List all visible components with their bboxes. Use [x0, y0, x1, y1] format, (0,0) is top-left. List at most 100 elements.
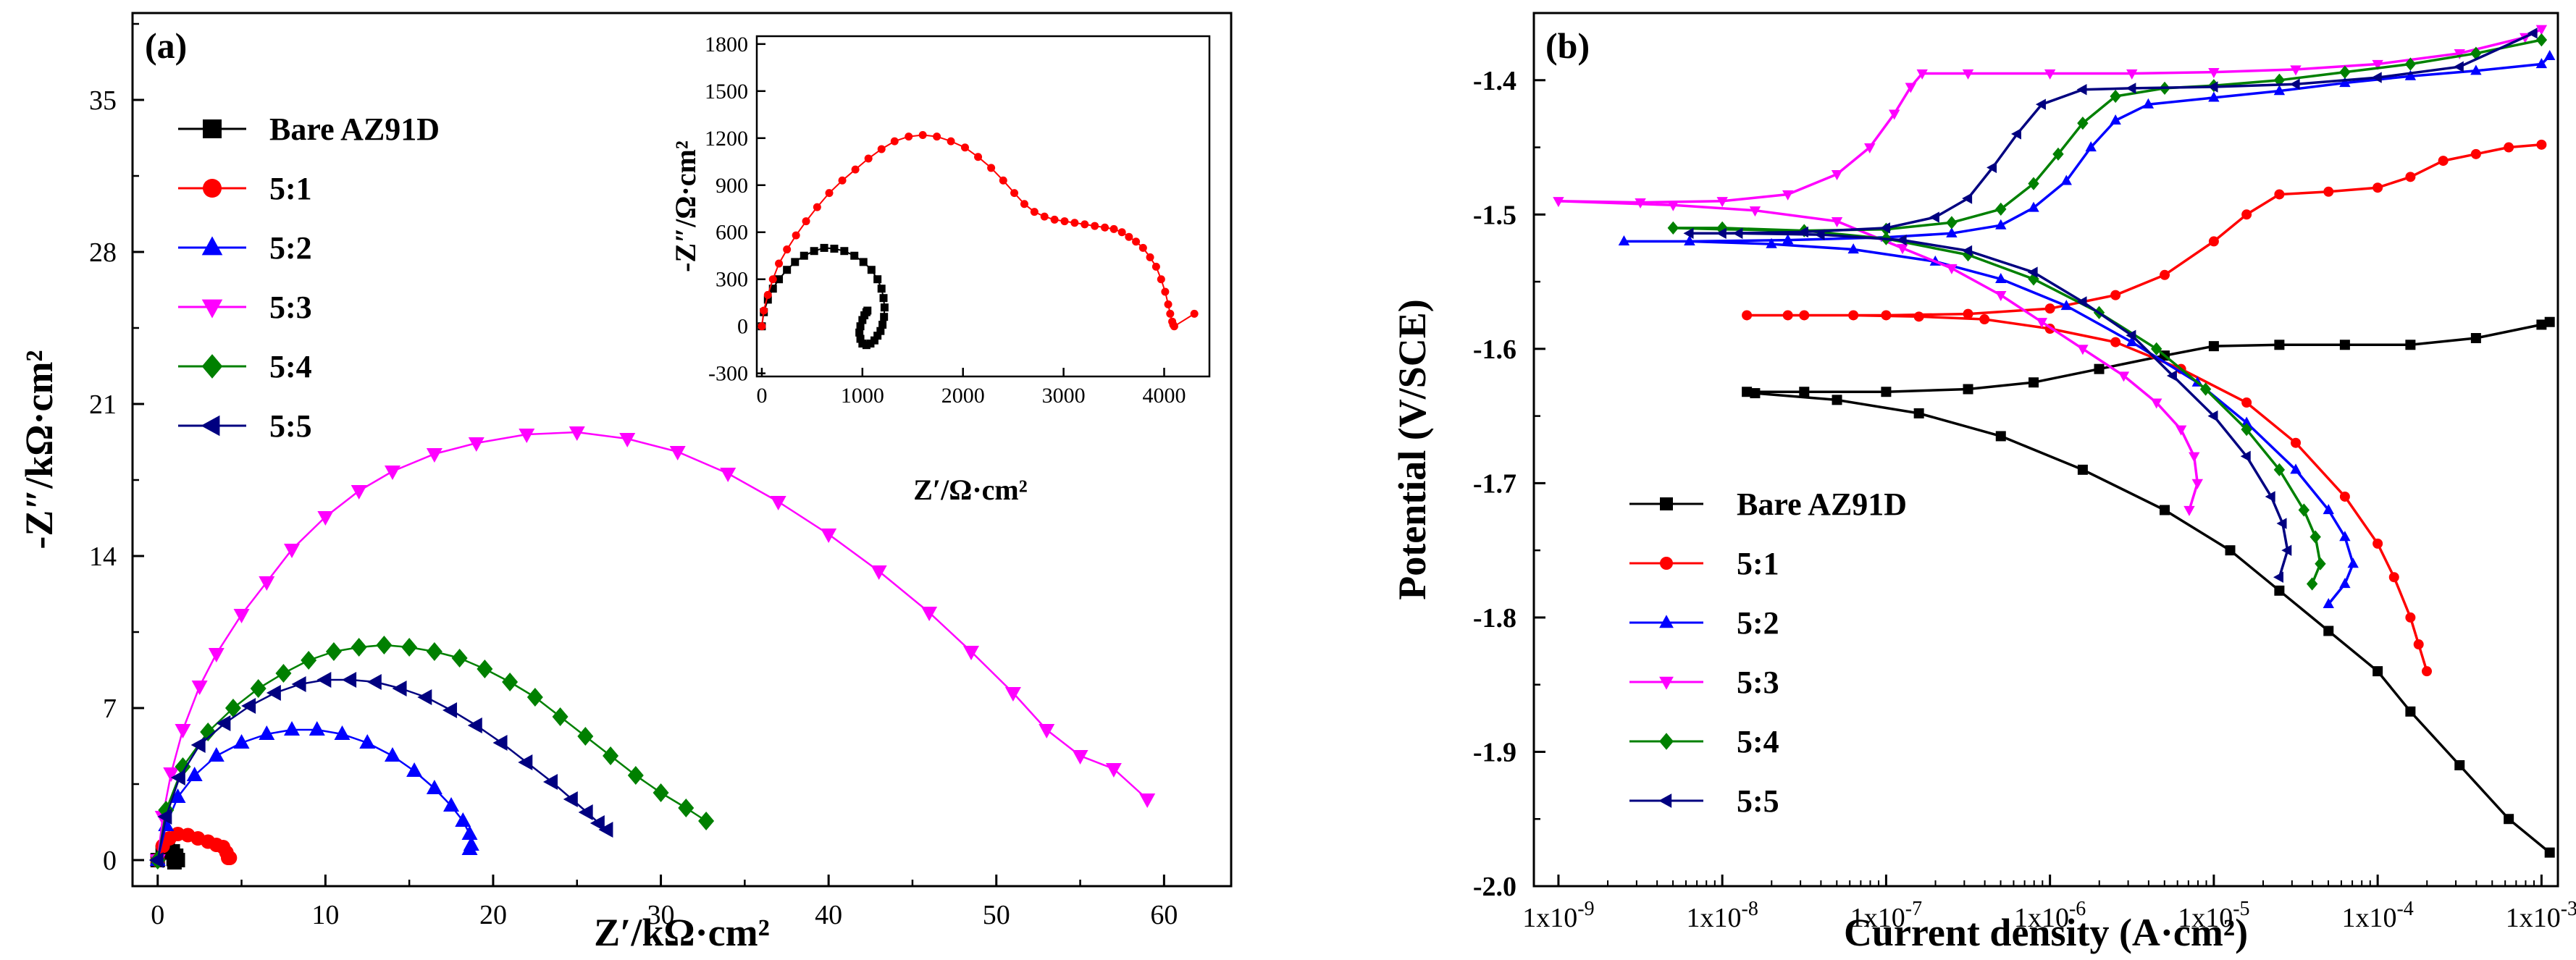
a-data-point	[148, 852, 164, 868]
a-data-point	[563, 791, 578, 807]
b-series-5-1	[1742, 139, 2547, 677]
a-data-point	[461, 841, 478, 855]
inset-data-point	[1125, 232, 1133, 241]
b-data-point	[2207, 81, 2218, 93]
inset-data-point	[1146, 253, 1154, 261]
a-y-tick-label: 35	[89, 85, 117, 116]
b-data-point	[2160, 269, 2170, 280]
a-legend-label: 5:3	[269, 290, 312, 325]
b-data-point	[1896, 234, 1907, 246]
a-legend-label: Bare AZ91D	[269, 111, 440, 147]
a-data-point	[259, 576, 275, 591]
b-legend-marker	[1658, 793, 1672, 808]
a-data-point	[963, 646, 980, 660]
a-legend-item: Bare AZ91D	[178, 111, 440, 147]
b-data-point	[1881, 310, 1892, 321]
b-data-point	[1667, 201, 1679, 211]
a-data-point	[1004, 687, 1021, 702]
a-data-point	[426, 642, 442, 661]
b-legend-label: 5:1	[1737, 546, 1779, 581]
a-data-point	[426, 448, 442, 463]
b-data-point	[2290, 463, 2302, 474]
inset-data-point	[880, 313, 889, 321]
panel-b-y-axis-label: Potential (V/SCE)	[1390, 299, 1434, 599]
b-data-point	[2273, 85, 2286, 96]
a-data-point	[166, 851, 181, 867]
inset-ticks: 0 1000 2000 3000 4000 -300 0 300 600 900 1200 1500 1…	[705, 33, 1186, 408]
inset-data-point	[1050, 215, 1059, 224]
panel-a-inset: 0 1000 2000 3000 4000 -300 0 300 600 900 1200 1500 1…	[669, 33, 1211, 506]
b-data-point	[1553, 197, 1564, 208]
inset-data-point	[880, 303, 889, 312]
b-data-point	[1864, 143, 1876, 153]
a-data-point	[384, 466, 400, 480]
b-data-point	[2052, 147, 2064, 161]
a-data-point	[468, 437, 484, 452]
inset-data-point	[1101, 223, 1109, 232]
a-x-tick-label: 30	[647, 900, 675, 930]
b-data-point	[2405, 172, 2416, 182]
b-data-point	[2094, 363, 2105, 374]
inset-data-point	[933, 132, 941, 141]
b-series-line	[1557, 28, 2543, 511]
b-data-point	[2309, 530, 2321, 544]
b-legend-label: 5:3	[1737, 665, 1779, 700]
inset-data-point	[863, 306, 872, 315]
b-data-point	[2404, 70, 2417, 80]
panel-a-y-axis-label: -Z″/kΩ·cm²	[17, 350, 61, 549]
a-data-point	[526, 688, 543, 707]
inset-data-point	[763, 290, 772, 299]
inset-data-point	[864, 154, 873, 163]
a-data-point	[222, 851, 238, 865]
a-data-point	[578, 804, 593, 820]
b-data-point	[2126, 329, 2136, 341]
a-y-tick-label: 28	[89, 237, 117, 268]
a-data-point	[284, 544, 301, 558]
a-data-point	[598, 822, 613, 838]
b-data-point	[1995, 219, 2007, 230]
b-data-point	[2339, 77, 2351, 88]
a-data-point	[325, 642, 342, 661]
inset-data-point	[775, 275, 784, 284]
inset-data-point	[1170, 322, 1178, 331]
b-series-5-3	[1553, 25, 2548, 516]
a-x-tick-label: 60	[1150, 900, 1178, 930]
a-data-point	[519, 429, 535, 443]
b-data-point	[1831, 216, 1843, 227]
a-series-5-4	[149, 636, 715, 870]
b-data-point	[2225, 545, 2236, 556]
a-data-point	[577, 727, 594, 746]
b-legend-item: 5:2	[1629, 605, 1779, 641]
b-legend-item: Bare AZ91D	[1629, 487, 1907, 522]
b-x-tick-label: 1x10-9	[1522, 898, 1594, 933]
b-data-point	[1683, 227, 1694, 239]
panel-a-series	[148, 426, 1156, 870]
a-data-point	[170, 770, 185, 786]
b-data-point	[2323, 597, 2334, 608]
b-data-point	[1831, 170, 1843, 181]
inset-data-point	[878, 321, 887, 329]
b-data-point	[2126, 83, 2136, 94]
inset-data-point	[873, 275, 882, 284]
a-data-point	[442, 702, 458, 718]
a-data-point	[461, 825, 478, 840]
a-data-point	[1072, 750, 1088, 765]
b-y-tick-label: -1.5	[1473, 200, 1516, 230]
b-legend-marker	[1659, 733, 1674, 750]
a-legend-item: 5:5	[178, 408, 312, 444]
b-data-point	[2372, 182, 2383, 193]
inset-data-point	[1151, 262, 1160, 271]
b-y-tick-label: -2.0	[1473, 872, 1516, 902]
inset-data-point	[1109, 224, 1118, 233]
b-data-point	[2372, 666, 2383, 677]
a-data-point	[216, 715, 231, 731]
b-data-point	[2044, 303, 2055, 314]
b-y-tick-label: -1.7	[1473, 468, 1516, 499]
a-y-tick-label: 14	[89, 542, 117, 572]
a-series-5-1	[150, 827, 238, 867]
b-data-point	[2029, 377, 2039, 388]
b-data-point	[2438, 156, 2449, 167]
inset-y-tick-label: 1500	[705, 80, 748, 104]
b-data-point	[1814, 229, 1825, 240]
inset-data-point	[850, 251, 859, 260]
